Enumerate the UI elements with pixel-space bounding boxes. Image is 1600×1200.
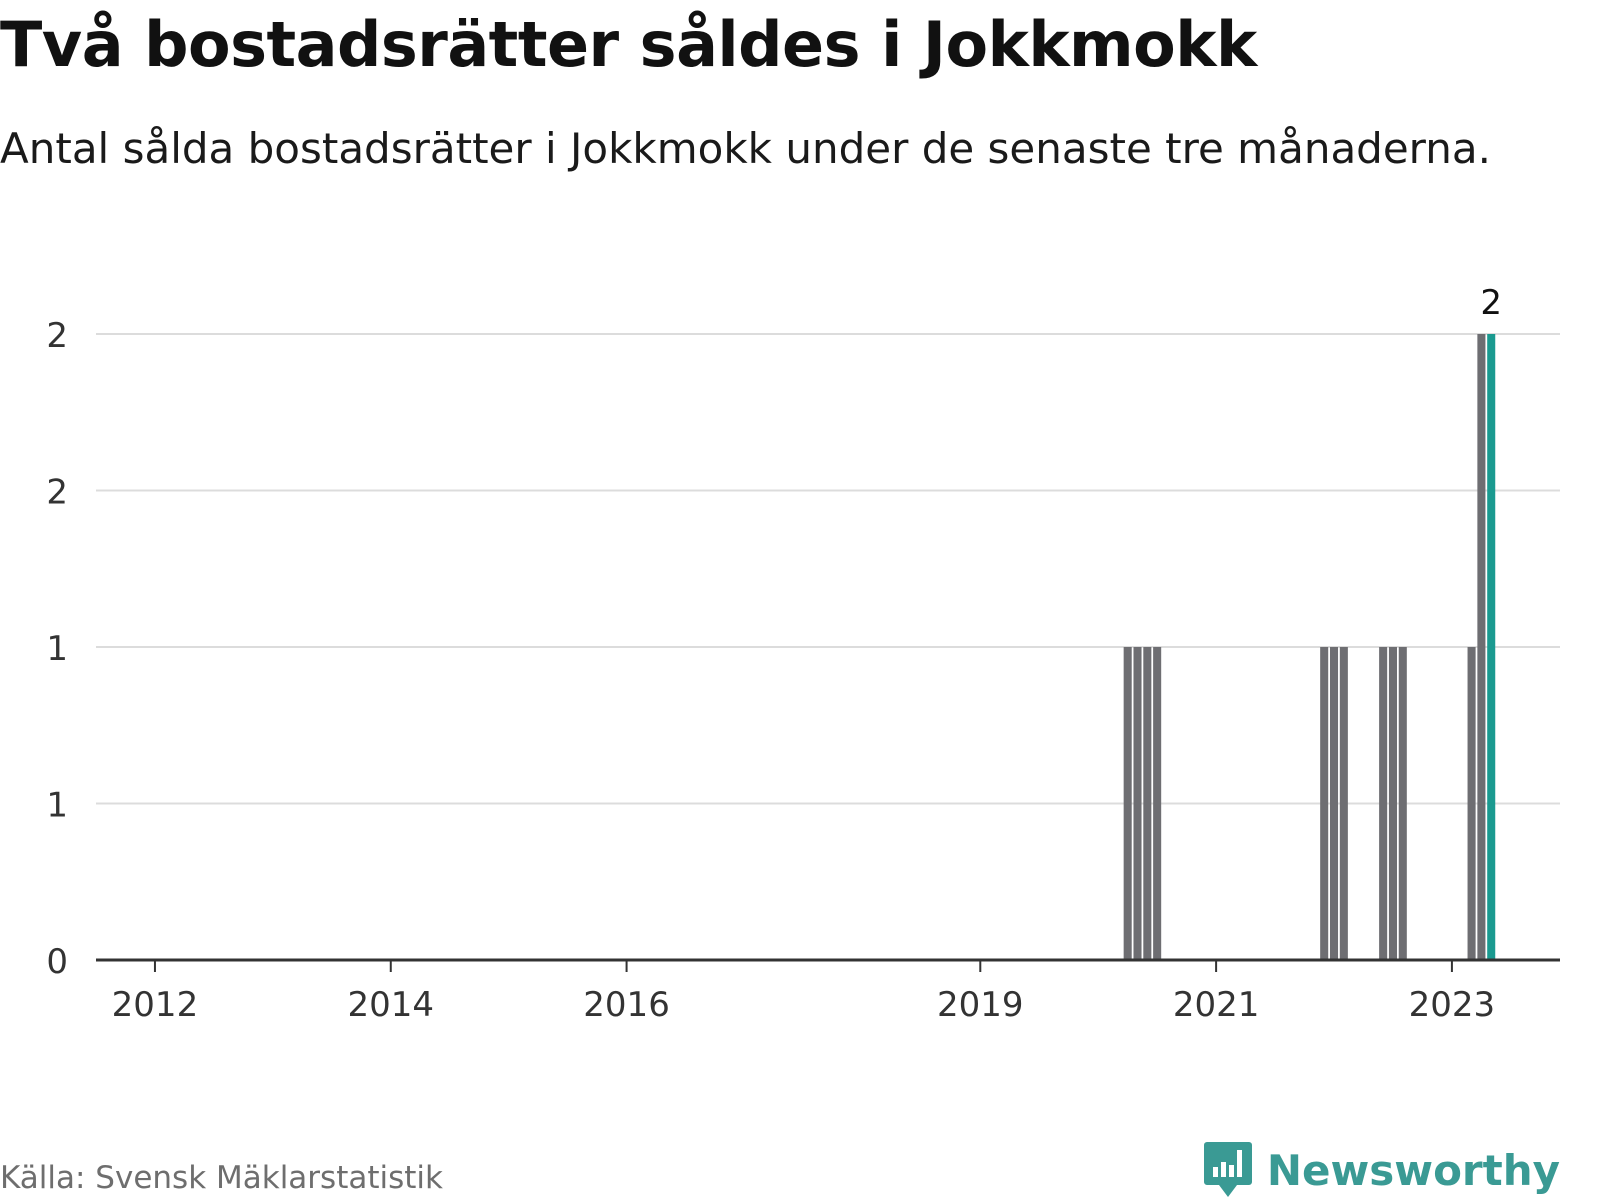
newsworthy-chart-bubble-icon — [1203, 1142, 1252, 1197]
bar — [1123, 647, 1132, 960]
bar — [1133, 647, 1142, 960]
bar — [1388, 647, 1397, 960]
bar-value-label: 2 — [1480, 283, 1502, 323]
x-tick-label: 2014 — [347, 985, 434, 1025]
bar — [1467, 647, 1476, 960]
bar — [1398, 647, 1407, 960]
y-axis-labels: 0 1 1 2 2 — [46, 316, 68, 982]
x-tick-label: 2012 — [112, 985, 199, 1025]
brand-name: Newsworthy — [1266, 1145, 1560, 1195]
bars — [1123, 334, 1496, 960]
x-tick-label: 2023 — [1409, 985, 1496, 1025]
bar — [1143, 647, 1152, 960]
bar-highlighted — [1487, 334, 1496, 960]
brand-logo: Newsworthy — [1203, 1140, 1560, 1200]
y-tick-label: 1 — [46, 786, 68, 826]
chart-subtitle: Antal sålda bostadsrätter i Jokkmokk und… — [0, 124, 1491, 173]
bar — [1379, 647, 1388, 960]
x-tick-label: 2019 — [937, 985, 1024, 1025]
bar-chart: 0 1 1 2 2 2 2012 2014 2016 2019 2021 2023 — [46, 283, 1560, 1025]
source-note: Källa: Svensk Mäklarstatistik — [0, 1160, 443, 1196]
bar — [1477, 334, 1486, 960]
data-labels: 2 — [1480, 283, 1502, 323]
x-tick-label: 2016 — [583, 985, 670, 1025]
y-tick-label: 1 — [46, 629, 68, 669]
y-tick-label: 2 — [46, 473, 68, 513]
bar — [1153, 647, 1162, 960]
bar — [1339, 647, 1348, 960]
x-tick-label: 2021 — [1173, 985, 1260, 1025]
bar — [1329, 647, 1339, 960]
y-tick-label: 0 — [46, 942, 68, 982]
x-axis: 2012 2014 2016 2019 2021 2023 — [96, 958, 1560, 1025]
chart-title: Två bostadsrätter såldes i Jokkmokk — [0, 8, 1257, 81]
bar — [1320, 647, 1329, 960]
gridlines — [96, 333, 1560, 805]
y-tick-label: 2 — [46, 316, 68, 356]
